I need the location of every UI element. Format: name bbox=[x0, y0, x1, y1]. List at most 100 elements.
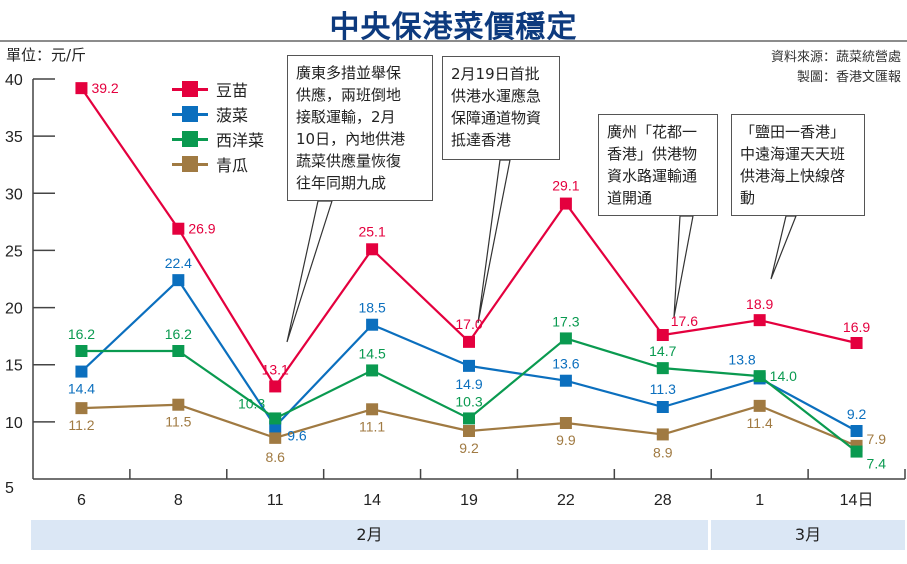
source-line: 資料來源：蔬菜統營處 bbox=[770, 50, 901, 65]
data-label-spinach: 11.3 bbox=[650, 381, 676, 397]
data-label-pea-shoots: 16.9 bbox=[843, 319, 870, 335]
series-group bbox=[75, 82, 863, 458]
data-label-pea-shoots: 18.9 bbox=[746, 296, 773, 312]
callout-pointers bbox=[286, 159, 797, 343]
data-label-pea-shoots: 13.1 bbox=[262, 361, 289, 377]
data-label-watercress: 14.0 bbox=[770, 368, 797, 384]
axes: 5 10 15 20 25 30 35 40 6 8 11 14 19 22 28 1 14日 bbox=[5, 72, 906, 509]
data-label-spinach: 14.4 bbox=[68, 381, 95, 397]
data-label-cucumber: 8.6 bbox=[265, 449, 285, 465]
data-label-spinach: 13.8 bbox=[728, 351, 755, 367]
marker-cucumber bbox=[559, 417, 572, 429]
y-tick-label: 35 bbox=[5, 129, 23, 146]
callout-pointer bbox=[770, 215, 797, 280]
y-tick-label: 15 bbox=[5, 358, 23, 375]
y-tick-label: 20 bbox=[5, 301, 23, 318]
marker-cucumber bbox=[463, 425, 475, 437]
callout-yantian-route: 「鹽田一香港」 中遠海運天天班 供港海上快線啓 動 bbox=[731, 114, 865, 216]
data-label-pea-shoots: 29.1 bbox=[552, 178, 579, 194]
data-label-cucumber: 11.5 bbox=[165, 414, 191, 430]
marker-pea-shoots bbox=[269, 380, 282, 393]
marker-pea-shoots bbox=[850, 337, 863, 349]
data-label-watercress: 16.2 bbox=[68, 326, 95, 342]
data-label-cucumber: 9.2 bbox=[459, 440, 479, 456]
data-label-cucumber: 11.2 bbox=[68, 417, 94, 433]
marker-spinach bbox=[559, 374, 572, 387]
legend-label: 青瓜 bbox=[216, 155, 249, 175]
marker-cucumber bbox=[269, 431, 282, 444]
data-labels: 39.2 26.9 13.1 25.1 17.0 29.1 17.6 18.9 16.9 14.4… bbox=[68, 80, 886, 471]
marker-cucumber bbox=[172, 398, 185, 411]
x-tick-label: 6 bbox=[77, 492, 86, 509]
legend-item-cucumber: 青瓜 bbox=[172, 151, 264, 176]
marker-pea-shoots bbox=[172, 222, 185, 235]
x-tick-label: 28 bbox=[654, 492, 672, 509]
y-tick-label: 25 bbox=[5, 243, 23, 260]
legend-item-pea-shoots: 豆苗 bbox=[172, 76, 264, 101]
x-tick-label: 8 bbox=[174, 492, 183, 509]
data-label-watercress: 14.7 bbox=[649, 343, 676, 359]
month-band-march: 3月 bbox=[711, 520, 905, 550]
callout-huadu-route: 廣州「花都一 香港」供港物 資水路運輸通 道開通 bbox=[598, 114, 718, 216]
marker-watercress bbox=[463, 412, 475, 425]
data-label-pea-shoots: 26.9 bbox=[188, 221, 215, 237]
data-label-pea-shoots: 39.2 bbox=[91, 80, 118, 96]
x-tick-label: 14 bbox=[363, 492, 381, 509]
data-label-cucumber: 9.9 bbox=[556, 432, 576, 448]
marker-watercress bbox=[269, 412, 282, 425]
data-label-watercress: 17.3 bbox=[552, 313, 579, 329]
legend-swatch-icon bbox=[172, 154, 208, 174]
legend-label: 豆苗 bbox=[216, 80, 249, 100]
data-label-pea-shoots: 17.6 bbox=[671, 313, 698, 329]
callout-guangdong-supply: 廣東多措並舉保 供應，兩班倒地 接駁運輸，2月 10日，內地供港 蔬菜供應量恢復… bbox=[287, 55, 433, 201]
month-band-february: 2月 bbox=[31, 520, 708, 550]
legend-item-spinach: 菠菜 bbox=[172, 101, 264, 126]
marker-pea-shoots bbox=[75, 82, 88, 95]
y-tick-label: 5 bbox=[5, 480, 14, 497]
marker-cucumber bbox=[366, 403, 379, 416]
data-label-cucumber: 11.4 bbox=[747, 415, 773, 431]
marker-watercress bbox=[559, 332, 572, 345]
marker-pea-shoots bbox=[559, 197, 572, 210]
x-tick-label: 22 bbox=[557, 492, 575, 509]
marker-spinach bbox=[366, 318, 379, 331]
legend-swatch-icon bbox=[172, 129, 208, 149]
marker-spinach bbox=[656, 401, 669, 413]
x-tick-label: 14日 bbox=[840, 492, 874, 509]
unit-label: 單位：元/斤 bbox=[6, 46, 87, 64]
data-label-spinach: 14.9 bbox=[455, 376, 482, 392]
callout-pointer bbox=[286, 200, 333, 343]
marker-cucumber bbox=[75, 402, 88, 415]
marker-spinach bbox=[850, 425, 863, 437]
y-tick-label: 10 bbox=[5, 415, 23, 432]
marker-pea-shoots bbox=[656, 329, 669, 341]
data-label-spinach: 22.4 bbox=[165, 255, 192, 271]
marker-watercress bbox=[75, 345, 88, 357]
x-tick-label: 11 bbox=[267, 492, 284, 509]
legend-swatch-icon bbox=[172, 104, 208, 124]
marker-spinach bbox=[75, 365, 88, 378]
data-label-spinach: 18.5 bbox=[358, 300, 385, 316]
title-divider bbox=[0, 40, 907, 42]
x-tick-label: 19 bbox=[460, 492, 478, 509]
marker-cucumber bbox=[656, 428, 669, 441]
data-label-cucumber: 11.1 bbox=[359, 418, 385, 434]
legend-label: 菠菜 bbox=[216, 105, 249, 125]
y-tick-label: 40 bbox=[5, 72, 23, 89]
marker-spinach bbox=[463, 359, 475, 372]
data-label-watercress: 16.2 bbox=[165, 326, 192, 342]
marker-spinach bbox=[172, 274, 185, 287]
data-label-spinach: 9.2 bbox=[847, 406, 867, 422]
callout-pointer bbox=[673, 215, 694, 318]
credit-line: 製圖：香港文匯報 bbox=[796, 70, 901, 85]
source-credit: 資料來源：蔬菜統營處 製圖：香港文匯報 bbox=[771, 48, 901, 88]
data-label-watercress: 7.4 bbox=[867, 456, 887, 472]
marker-watercress bbox=[850, 445, 863, 458]
marker-watercress bbox=[366, 364, 379, 377]
legend-swatch-icon bbox=[172, 79, 208, 99]
data-label-watercress: 10.3 bbox=[455, 393, 482, 409]
marker-watercress bbox=[753, 370, 766, 383]
legend: 豆苗 菠菜 西洋菜 青瓜 bbox=[172, 76, 264, 176]
data-label-pea-shoots: 17.0 bbox=[455, 316, 482, 332]
